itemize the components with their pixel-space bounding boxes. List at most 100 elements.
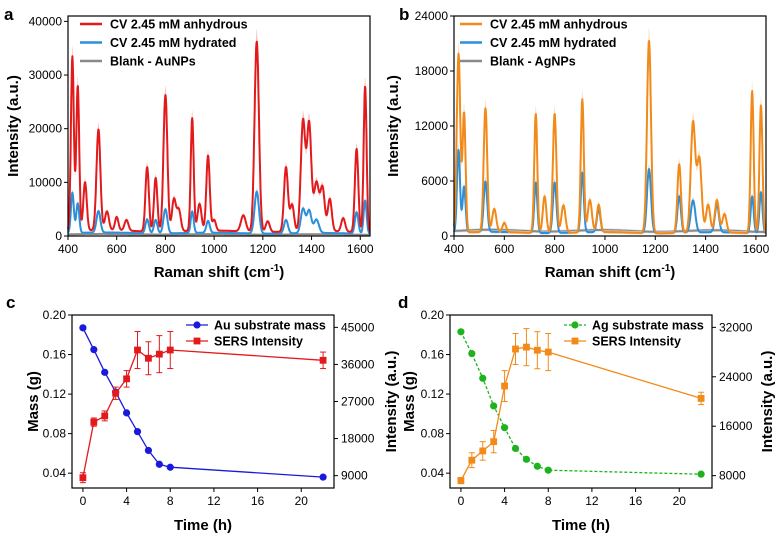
panel-d-legend-label: Ag substrate mass [592,319,704,333]
panel-b-ytick-label: 12000 [415,119,449,133]
panel-c-ytick-label: 0.12 [43,387,67,401]
panel-a-plot [67,29,371,236]
panel-d-point [523,343,530,351]
panel-c-point [101,368,109,376]
panel-b-ytick-label: 0 [441,229,448,243]
panel-c-y2tick-label: 36000 [341,357,375,371]
panel-d-letter: d [398,293,408,312]
panel-c-point [166,463,174,471]
panel-a-frame [67,15,371,237]
panel-d-xlabel: Time (h) [552,517,610,534]
panel-d-point [500,424,509,432]
panel-c-xtick-label: 20 [295,494,309,508]
panel-a-xtick-label: 1400 [298,242,325,256]
panel-c-point [145,354,152,362]
panel-b-series-line-0 [453,40,767,235]
panel-d-xtick-label: 4 [501,494,508,508]
panel-d-point [544,466,552,474]
panel-c-ytick-label: 0.08 [43,427,67,441]
panel-c-point [79,324,87,332]
panel-c-point [101,412,109,420]
panel-c-ylabel: Mass (g) [25,371,42,432]
panel-c-point [319,356,327,364]
panel-c-xtick-label: 12 [207,494,221,508]
panel-d-point [501,382,508,390]
panel-c-xtick-label: 8 [167,494,174,508]
panel-a-series-line-2 [67,232,371,236]
panel-d-point [522,455,531,463]
panel-d-ytick-label: 0.16 [421,348,445,362]
panel-c-series-line-0 [82,327,324,478]
panel-c-point [319,473,327,481]
panel-b-ytick-label: 24000 [415,9,449,23]
panel-d-y2tick-label: 32000 [719,320,753,334]
panel-d-point [697,470,705,478]
panel-c-point [166,346,174,354]
panel-d-xtick-label: 16 [629,494,643,508]
panel-b-letter: b [399,5,409,24]
panel-d-ytick-label: 0.04 [421,466,445,480]
panel-c-series-line-1 [82,348,324,478]
panel-c-point [144,446,153,455]
panel-d-point [697,395,705,402]
panel-b-plot [453,27,767,235]
panel-b-legend-label: CV 2.45 mM anhydrous [490,18,628,32]
panel-c-legend-marker [193,321,201,329]
panel-d-point [479,374,487,382]
panel-b-xtick-label: 1400 [692,242,719,256]
panel-a-xtick-label: 400 [58,242,78,256]
panel-c-point [79,474,87,482]
panel-d-point [457,328,465,336]
panel-d-point [511,444,520,453]
panel-b-ytick-label: 18000 [415,64,449,78]
panel-c-point [90,418,98,426]
panel-c-y2tick-label: 9000 [341,469,368,483]
panel-a-xtick-label: 1600 [347,242,374,256]
panel-d-ytick-label: 0.08 [421,427,445,441]
panel-d-series-line-1 [460,346,702,481]
panel-d-xtick-label: 8 [545,494,552,508]
panel-c-y2label: Intensity (a.u.) [383,351,400,453]
panel-c-plot [79,324,327,484]
panel-b-series-line-2 [453,228,767,233]
panel-d-point [512,345,519,353]
panel-a-xtick-label: 1000 [201,242,228,256]
panel-d-legend-marker [571,321,579,329]
panel-c-ytick-label: 0.16 [43,348,67,362]
panel-c-y2tick-label: 18000 [341,432,375,446]
panel-a-series-line-1 [67,190,371,235]
panel-c-xlabel: Time (h) [174,517,232,534]
panel-d-point [533,462,541,470]
panel-c-y2tick-label: 45000 [341,320,375,334]
panel-a-legend-label: CV 2.45 mM hydrated [110,36,236,50]
panel-a-ytick-label: 40000 [29,14,63,28]
panel-d-y2tick-label: 8000 [719,469,746,483]
panel-c-point [90,346,98,354]
panel-c-ytick-label: 0.20 [43,308,67,322]
panel-a-xtick-label: 800 [155,242,175,256]
panel-d-point [490,402,498,410]
panel-c-point [122,409,131,417]
panel-d-point [468,349,476,358]
panel-d-xtick-label: 12 [585,494,599,508]
panel-a-legend-label: CV 2.45 mM anhydrous [110,18,248,32]
panel-d-xtick-label: 20 [673,494,687,508]
panel-a-letter: a [4,5,14,24]
panel-d-ytick-label: 0.12 [421,387,445,401]
panel-b-xtick-label: 1200 [642,242,669,256]
panel-b-ylabel: Intensity (a.u.) [385,75,402,177]
panel-c-letter: c [6,293,15,312]
panel-b-ytick-label: 6000 [421,174,448,188]
panel-c-point [155,460,163,468]
panel-c-y2tick-label: 27000 [341,395,375,409]
panel-c-point [123,375,130,383]
panel-b-xtick-label: 1600 [743,242,770,256]
panel-c-legend-marker [193,337,201,345]
panel-c-legend-label: Au substrate mass [214,319,326,333]
panel-d-point [533,346,541,354]
panel-a-ytick-label: 10000 [29,175,63,189]
panel-c-xtick-label: 16 [251,494,265,508]
panel-d-series-line-0 [460,331,702,475]
panel-d-point [479,447,487,455]
panel-d-ylabel: Mass (g) [401,371,418,432]
